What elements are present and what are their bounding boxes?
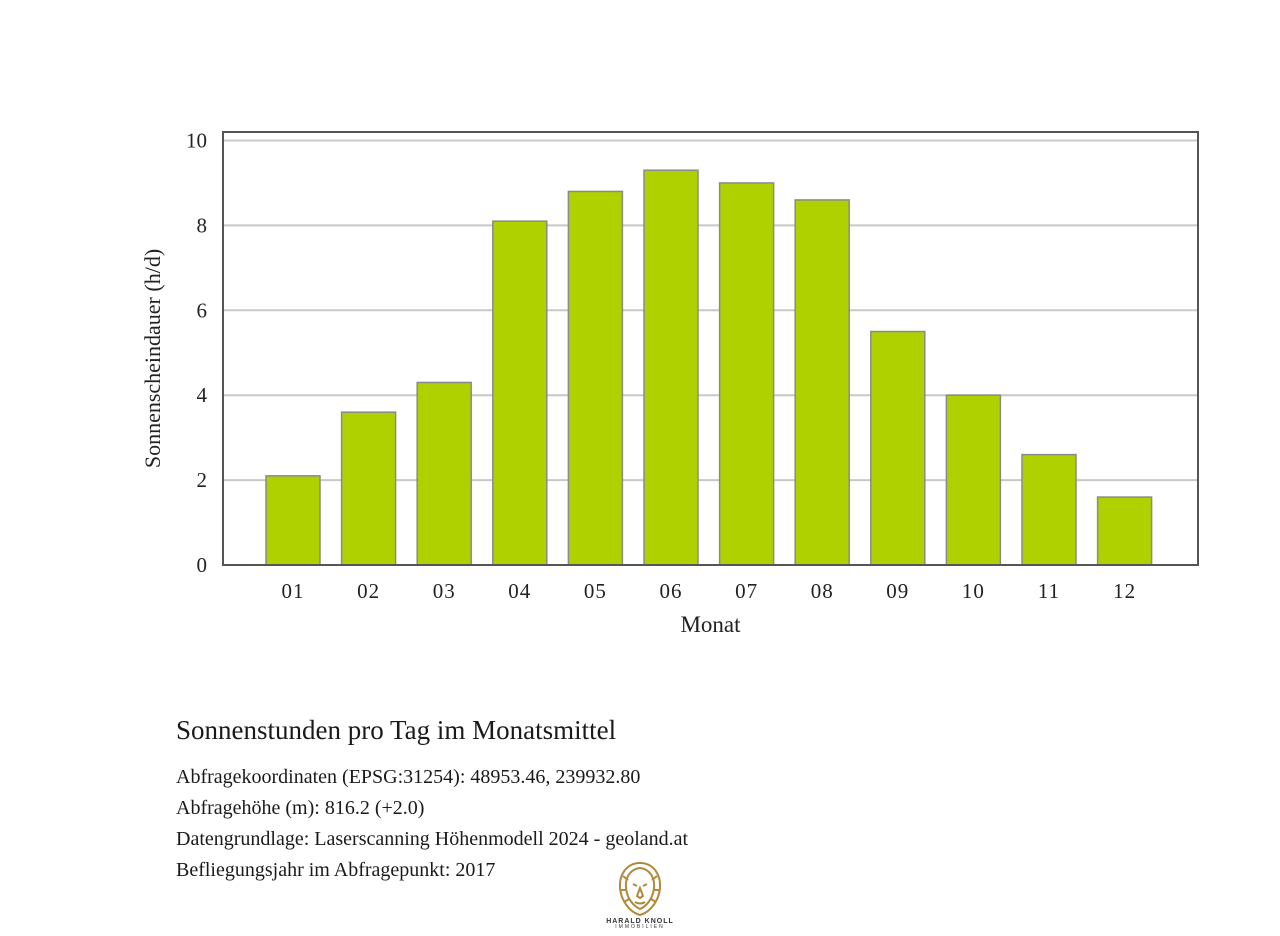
y-axis-label: Sonnenscheindauer (h/d) [140, 249, 165, 468]
bar-12 [1096, 496, 1153, 566]
harald-knoll-logo: HARALD KNOLL IMMOBILIEN [600, 860, 680, 936]
bar-02 [340, 411, 397, 566]
y-tick-label: 4 [197, 383, 208, 407]
bar-09 [870, 330, 926, 566]
caption-title: Sonnenstunden pro Tag im Monatsmittel [176, 715, 617, 745]
y-tick-label: 6 [197, 298, 208, 322]
x-tick-label: 04 [508, 579, 531, 603]
bar-01 [265, 475, 321, 566]
x-tick-label: 05 [584, 579, 607, 603]
bar-07 [718, 182, 775, 566]
y-tick-label: 0 [197, 553, 208, 577]
y-tick-label: 2 [197, 468, 208, 492]
lion-head-icon [618, 861, 662, 917]
caption-data-source: Datengrundlage: Laserscanning Höhenmodel… [176, 828, 689, 850]
x-tick-label: 11 [1038, 579, 1060, 603]
chart-caption: Sonnenstunden pro Tag im Monatsmittel Ab… [176, 712, 1076, 886]
y-tick-label: 10 [186, 128, 207, 152]
y-tick-label: 8 [197, 213, 208, 237]
y-tick-labels: 0 2 4 6 8 10 [186, 128, 208, 577]
logo-name: HARALD KNOLL [606, 918, 674, 925]
x-tick-label: 08 [811, 579, 834, 603]
x-tick-label: 02 [357, 579, 380, 603]
bar-05 [567, 190, 624, 566]
caption-altitude: Abfragehöhe (m): 816.2 (+2.0) [176, 797, 425, 819]
logo-subtitle: IMMOBILIEN [615, 924, 665, 930]
caption-coordinates: Abfragekoordinaten (EPSG:31254): 48953.4… [176, 766, 641, 788]
x-tick-labels: 01 02 03 04 05 06 07 08 09 10 11 12 [282, 579, 1136, 603]
plot-frame [222, 131, 1199, 566]
x-tick-label: 03 [433, 579, 456, 603]
x-tick-label: 01 [282, 579, 305, 603]
x-tick-label: 07 [735, 579, 758, 603]
bar-11 [1021, 453, 1077, 566]
bar-03 [416, 381, 472, 566]
x-axis-label: Monat [680, 612, 741, 637]
x-tick-label: 09 [886, 579, 909, 603]
caption-flight-year: Befliegungsjahr im Abfragepunkt: 2017 [176, 859, 496, 881]
bar-10 [945, 394, 1002, 566]
bars [265, 169, 1153, 566]
x-tick-label: 06 [660, 579, 683, 603]
bar-06 [643, 169, 699, 566]
x-tick-label: 10 [962, 579, 985, 603]
bar-04 [492, 220, 548, 566]
x-tick-label: 12 [1113, 579, 1136, 603]
bar-08 [794, 199, 850, 566]
